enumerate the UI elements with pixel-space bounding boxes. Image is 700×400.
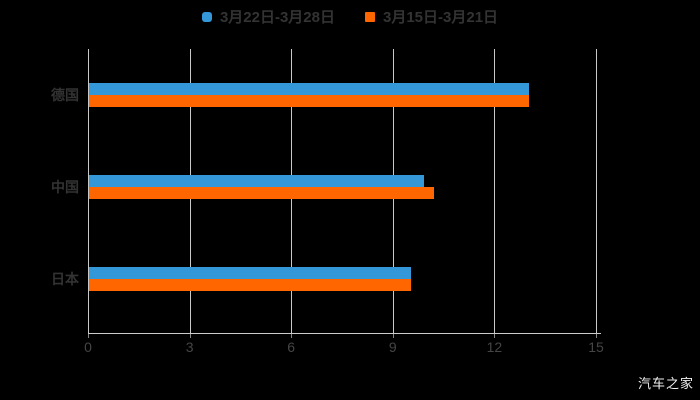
legend-item-0: 3月22日-3月28日: [201, 8, 335, 26]
legend-label: 3月22日-3月28日: [219, 8, 335, 26]
bar-3月15日-3月21日-中国: [89, 187, 435, 199]
gridline-x12: [494, 49, 496, 333]
x-axis-tick-3: [189, 333, 191, 338]
legend-item-1: 3月15日-3月21日: [365, 10, 498, 25]
x-axis-label-6: 6: [287, 339, 296, 355]
bar-3月22日-3月28日-日本: [89, 267, 411, 279]
x-axis-label-3: 3: [185, 339, 194, 355]
x-axis-label-0: 0: [84, 339, 92, 355]
gridline-x15: [596, 49, 597, 333]
y-axis-label-1: 中国: [51, 179, 79, 195]
legend-label: 3月15日-3月21日: [383, 8, 499, 26]
x-axis-line: [88, 333, 601, 334]
x-axis-tick-9: [392, 333, 394, 338]
x-axis-label-15: 15: [588, 339, 604, 355]
bar-3月15日-3月21日-日本: [89, 279, 411, 291]
legend-marker-icon: [201, 12, 212, 22]
bar-3月22日-3月28日-中国: [89, 175, 425, 187]
bar-3月22日-3月28日-德国: [89, 83, 530, 95]
x-axis-tick-0: [88, 333, 89, 338]
gridline-x0: [88, 49, 89, 333]
x-axis-tick-12: [494, 333, 496, 338]
plot-area: [88, 49, 601, 338]
chart-legend: 3月22日-3月28日 3月15日-3月21日: [0, 7, 700, 27]
x-axis-label-9: 9: [388, 339, 397, 355]
watermark-text: 汽车之家: [637, 376, 694, 391]
x-axis-tick-15: [596, 333, 597, 338]
legend-marker-icon: [365, 12, 375, 22]
x-axis-tick-6: [291, 333, 293, 338]
x-axis-label-12: 12: [486, 339, 503, 355]
y-axis-label-0: 德国: [51, 87, 79, 103]
bar-3月15日-3月21日-德国: [89, 95, 530, 107]
y-axis-label-2: 日本: [51, 271, 79, 287]
